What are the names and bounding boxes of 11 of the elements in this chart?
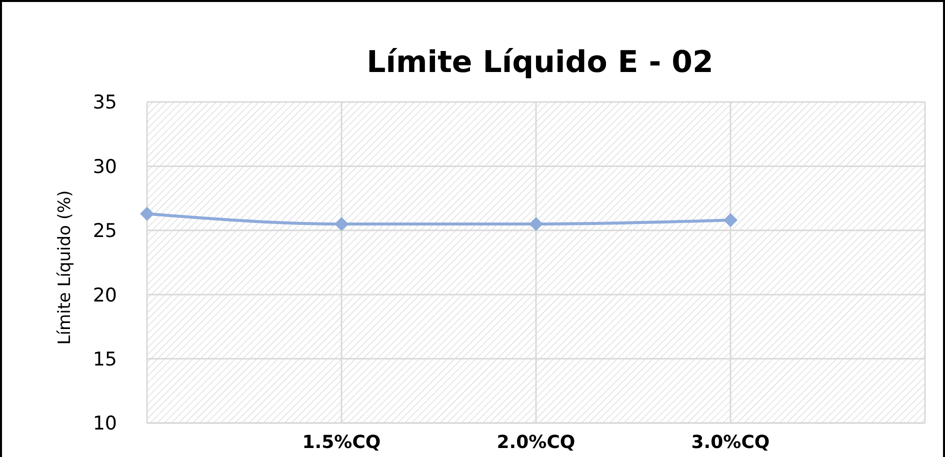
x-tick-label: 2.0%CQ [496, 432, 576, 453]
y-axis-title: Límite Líquido (%) [55, 190, 75, 345]
y-tick-label: 20 [92, 284, 117, 306]
y-tick-label: 35 [92, 92, 117, 114]
chart-title: Límite Líquido E - 02 [366, 45, 714, 80]
x-tick-label: 3.0%CQ [691, 432, 770, 453]
y-tick-label: 10 [92, 412, 117, 435]
y-tick-label: 25 [92, 220, 117, 242]
y-tick-label: 15 [92, 348, 117, 370]
y-tick-label: 30 [92, 156, 117, 178]
x-tick-label: 1.5%CQ [302, 432, 381, 453]
